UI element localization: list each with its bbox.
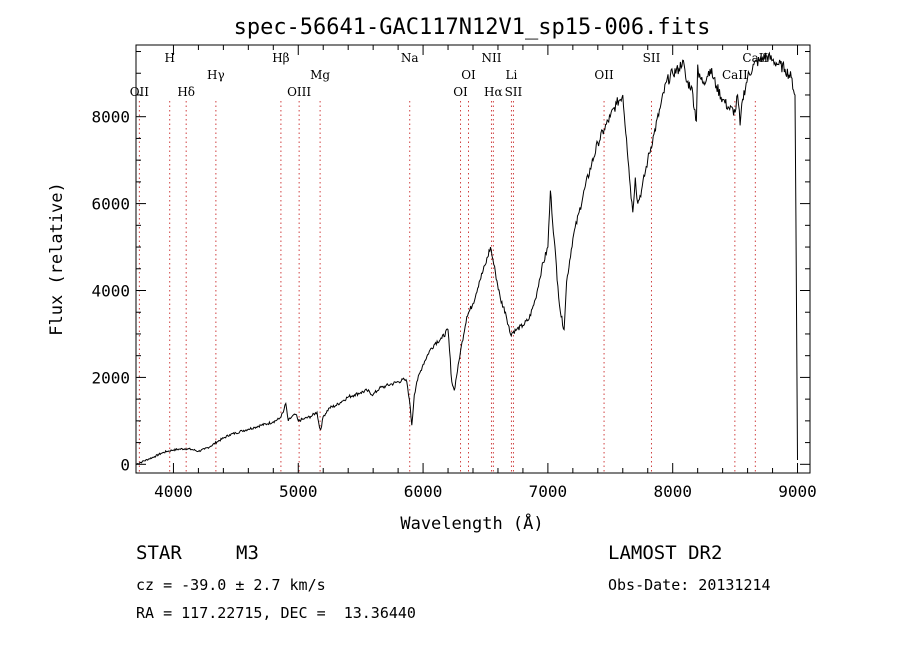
line-label: Na [401,51,419,65]
line-label: CaII [742,51,768,65]
survey-name: LAMOST DR2 [608,542,723,564]
x-tick-label: 6000 [404,482,443,501]
line-label: OIII [287,85,311,99]
line-label: OI [461,68,476,82]
plot-frame [135,44,811,474]
line-label: NII [481,51,501,65]
x-tick-label: 9000 [778,482,817,501]
line-label: Hγ [207,68,225,82]
line-label: Hδ [177,85,195,99]
line-label: Hα [484,85,503,99]
line-label: Mg [310,68,330,82]
y-tick-label: 0 [120,455,130,474]
line-label: OII [594,68,614,82]
y-axis-label: Flux (relative) [47,182,67,336]
y-tick-label: 8000 [91,108,130,127]
sky-coordinates: RA = 117.22715, DEC = 13.36440 [136,604,416,622]
line-label: OII [130,85,150,99]
x-tick-label: 5000 [279,482,318,501]
spectrum-line [135,51,798,465]
chart-title: spec-56641-GAC117N12V1_sp15-006.fits [234,15,711,40]
axis-ticks: 4000 5000 6000 7000 8000 9000 0 2000 4000 6000 800… [91,45,817,501]
line-label: SII [505,85,523,99]
line-label: Hβ [272,51,289,65]
y-tick-label: 4000 [91,282,130,301]
line-label: CaII [722,68,748,82]
object-class: STAR [136,542,182,564]
x-tick-label: 4000 [154,482,193,501]
x-tick-label: 8000 [653,482,692,501]
line-label: SII [643,51,661,65]
line-label: OI [453,85,468,99]
line-label: Li [506,68,518,82]
x-tick-label: 7000 [529,482,568,501]
line-label: H [164,51,174,65]
object-subclass: M3 [236,542,259,564]
observation-date: Obs-Date: 20131214 [608,576,771,594]
redshift-velocity: cz = -39.0 ± 2.7 km/s [136,576,326,594]
x-axis-label: Wavelength (Å) [400,512,543,534]
y-tick-label: 2000 [91,368,130,387]
y-tick-label: 6000 [91,195,130,214]
